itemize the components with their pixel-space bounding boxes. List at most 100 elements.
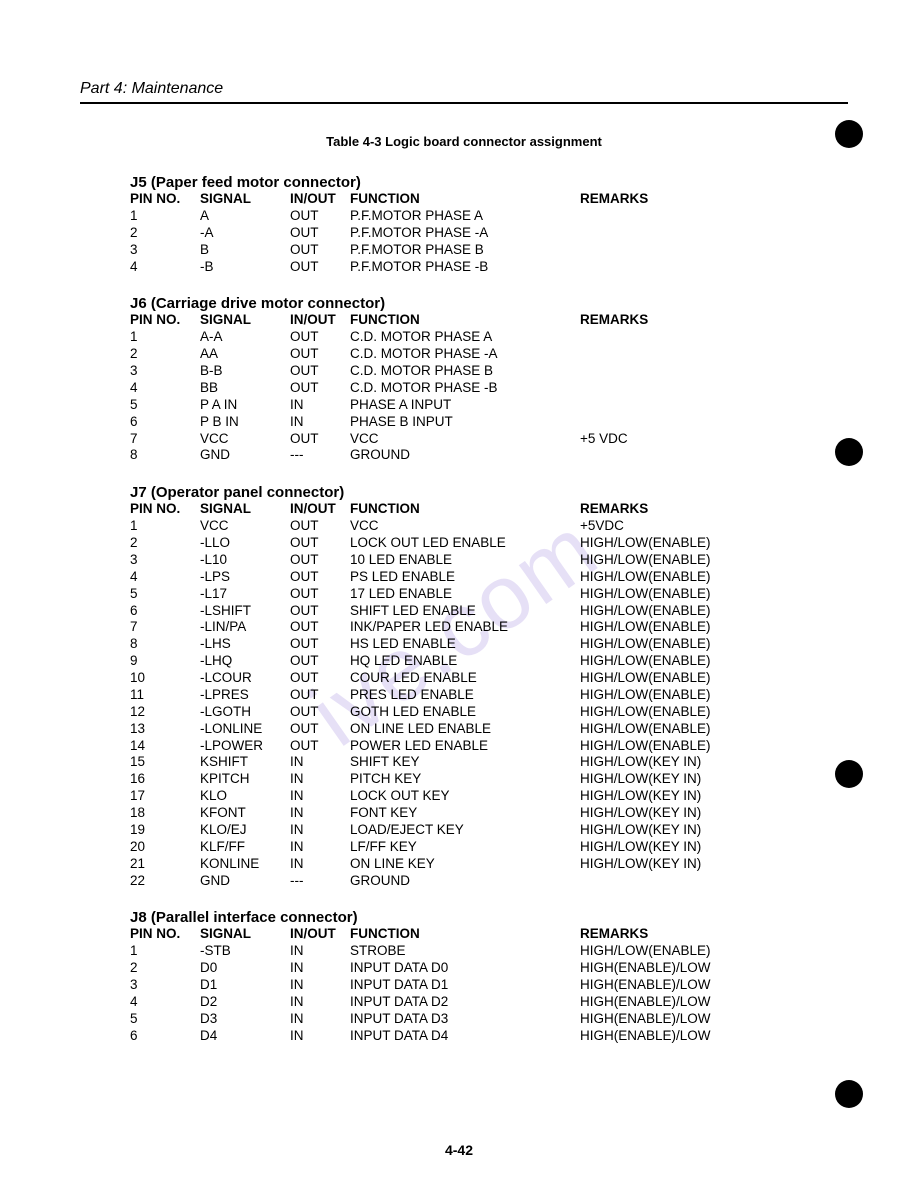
cell-sig: VCC	[200, 518, 290, 535]
cell-pin: 3	[130, 552, 200, 569]
cell-io: IN	[290, 414, 350, 431]
table-row: 10-LCOUROUTCOUR LED ENABLEHIGH/LOW(ENABL…	[130, 670, 750, 687]
cell-rem	[580, 242, 750, 259]
cell-io: OUT	[290, 704, 350, 721]
page-header: Part 4: Maintenance	[80, 80, 848, 98]
cell-rem: +5VDC	[580, 518, 750, 535]
cell-pin: 19	[130, 822, 200, 839]
col-header-fn: FUNCTION	[350, 501, 580, 518]
table-row: 20KLF/FFINLF/FF KEYHIGH/LOW(KEY IN)	[130, 839, 750, 856]
cell-pin: 2	[130, 225, 200, 242]
connector-section: J5 (Paper feed motor connector)PIN NO.SI…	[130, 174, 848, 275]
table-row: 3B-BOUTC.D. MOTOR PHASE B	[130, 363, 750, 380]
cell-io: ---	[290, 447, 350, 464]
table-row: 7VCCOUTVCC+5 VDC	[130, 431, 750, 448]
cell-rem	[580, 259, 750, 276]
pin-table: PIN NO.SIGNALIN/OUTFUNCTIONREMARKS1A-AOU…	[130, 312, 750, 464]
cell-pin: 10	[130, 670, 200, 687]
cell-io: IN	[290, 822, 350, 839]
cell-rem	[580, 208, 750, 225]
cell-pin: 7	[130, 619, 200, 636]
cell-pin: 1	[130, 518, 200, 535]
cell-fn: PITCH KEY	[350, 771, 580, 788]
cell-sig: A-A	[200, 329, 290, 346]
cell-sig: -STB	[200, 943, 290, 960]
cell-io: IN	[290, 397, 350, 414]
cell-io: OUT	[290, 225, 350, 242]
cell-pin: 2	[130, 346, 200, 363]
cell-rem: HIGH/LOW(KEY IN)	[580, 771, 750, 788]
col-header-signal: SIGNAL	[200, 501, 290, 518]
pin-table: PIN NO.SIGNALIN/OUTFUNCTIONREMARKS1-STBI…	[130, 926, 750, 1044]
cell-io: IN	[290, 856, 350, 873]
cell-sig: -A	[200, 225, 290, 242]
cell-rem: HIGH/LOW(ENABLE)	[580, 704, 750, 721]
cell-io: OUT	[290, 208, 350, 225]
col-header-fn: FUNCTION	[350, 926, 580, 943]
cell-fn: STROBE	[350, 943, 580, 960]
cell-sig: AA	[200, 346, 290, 363]
cell-fn: INK/PAPER LED ENABLE	[350, 619, 580, 636]
cell-pin: 17	[130, 788, 200, 805]
pin-table: PIN NO.SIGNALIN/OUTFUNCTIONREMARKS1AOUTP…	[130, 191, 750, 275]
table-row: 2D0ININPUT DATA D0HIGH(ENABLE)/LOW	[130, 960, 750, 977]
col-header-rem: REMARKS	[580, 926, 750, 943]
cell-fn: LF/FF KEY	[350, 839, 580, 856]
cell-sig: -LPS	[200, 569, 290, 586]
cell-sig: D0	[200, 960, 290, 977]
cell-pin: 4	[130, 259, 200, 276]
cell-sig: P A IN	[200, 397, 290, 414]
cell-io: OUT	[290, 518, 350, 535]
cell-fn: HQ LED ENABLE	[350, 653, 580, 670]
cell-fn: P.F.MOTOR PHASE A	[350, 208, 580, 225]
table-row: 1A-AOUTC.D. MOTOR PHASE A	[130, 329, 750, 346]
table-row: 4-LPSOUTPS LED ENABLEHIGH/LOW(ENABLE)	[130, 569, 750, 586]
col-header-fn: FUNCTION	[350, 312, 580, 329]
cell-pin: 8	[130, 636, 200, 653]
cell-io: OUT	[290, 535, 350, 552]
cell-rem	[580, 329, 750, 346]
cell-pin: 18	[130, 805, 200, 822]
cell-rem: HIGH/LOW(ENABLE)	[580, 687, 750, 704]
table-row: 13-LONLINEOUTON LINE LED ENABLEHIGH/LOW(…	[130, 721, 750, 738]
cell-io: IN	[290, 839, 350, 856]
cell-sig: -LHS	[200, 636, 290, 653]
cell-rem: HIGH(ENABLE)/LOW	[580, 994, 750, 1011]
cell-sig: -LONLINE	[200, 721, 290, 738]
col-header-fn: FUNCTION	[350, 191, 580, 208]
cell-rem: +5 VDC	[580, 431, 750, 448]
connector-section: J8 (Parallel interface connector)PIN NO.…	[130, 909, 848, 1044]
cell-pin: 8	[130, 447, 200, 464]
col-header-rem: REMARKS	[580, 191, 750, 208]
cell-sig: D3	[200, 1011, 290, 1028]
table-caption: Table 4-3 Logic board connector assignme…	[80, 134, 848, 149]
table-row: 5-L17OUT17 LED ENABLEHIGH/LOW(ENABLE)	[130, 586, 750, 603]
cell-io: OUT	[290, 346, 350, 363]
cell-fn: SHIFT KEY	[350, 754, 580, 771]
col-header-pin: PIN NO.	[130, 501, 200, 518]
cell-fn: PHASE A INPUT	[350, 397, 580, 414]
cell-pin: 7	[130, 431, 200, 448]
cell-pin: 3	[130, 242, 200, 259]
cell-fn: INPUT DATA D1	[350, 977, 580, 994]
cell-io: OUT	[290, 363, 350, 380]
cell-rem: HIGH/LOW(ENABLE)	[580, 670, 750, 687]
cell-pin: 6	[130, 414, 200, 431]
cell-sig: D4	[200, 1028, 290, 1045]
cell-pin: 3	[130, 977, 200, 994]
cell-io: OUT	[290, 380, 350, 397]
cell-sig: KLO/EJ	[200, 822, 290, 839]
col-header-signal: SIGNAL	[200, 926, 290, 943]
cell-io: OUT	[290, 431, 350, 448]
cell-rem: HIGH/LOW(ENABLE)	[580, 586, 750, 603]
cell-rem: HIGH/LOW(ENABLE)	[580, 619, 750, 636]
cell-io: IN	[290, 960, 350, 977]
cell-sig: D2	[200, 994, 290, 1011]
cell-fn: INPUT DATA D3	[350, 1011, 580, 1028]
cell-pin: 11	[130, 687, 200, 704]
col-header-io: IN/OUT	[290, 312, 350, 329]
table-row: 14-LPOWEROUTPOWER LED ENABLEHIGH/LOW(ENA…	[130, 738, 750, 755]
cell-fn: 10 LED ENABLE	[350, 552, 580, 569]
cell-rem: HIGH(ENABLE)/LOW	[580, 1011, 750, 1028]
cell-rem: HIGH/LOW(KEY IN)	[580, 788, 750, 805]
